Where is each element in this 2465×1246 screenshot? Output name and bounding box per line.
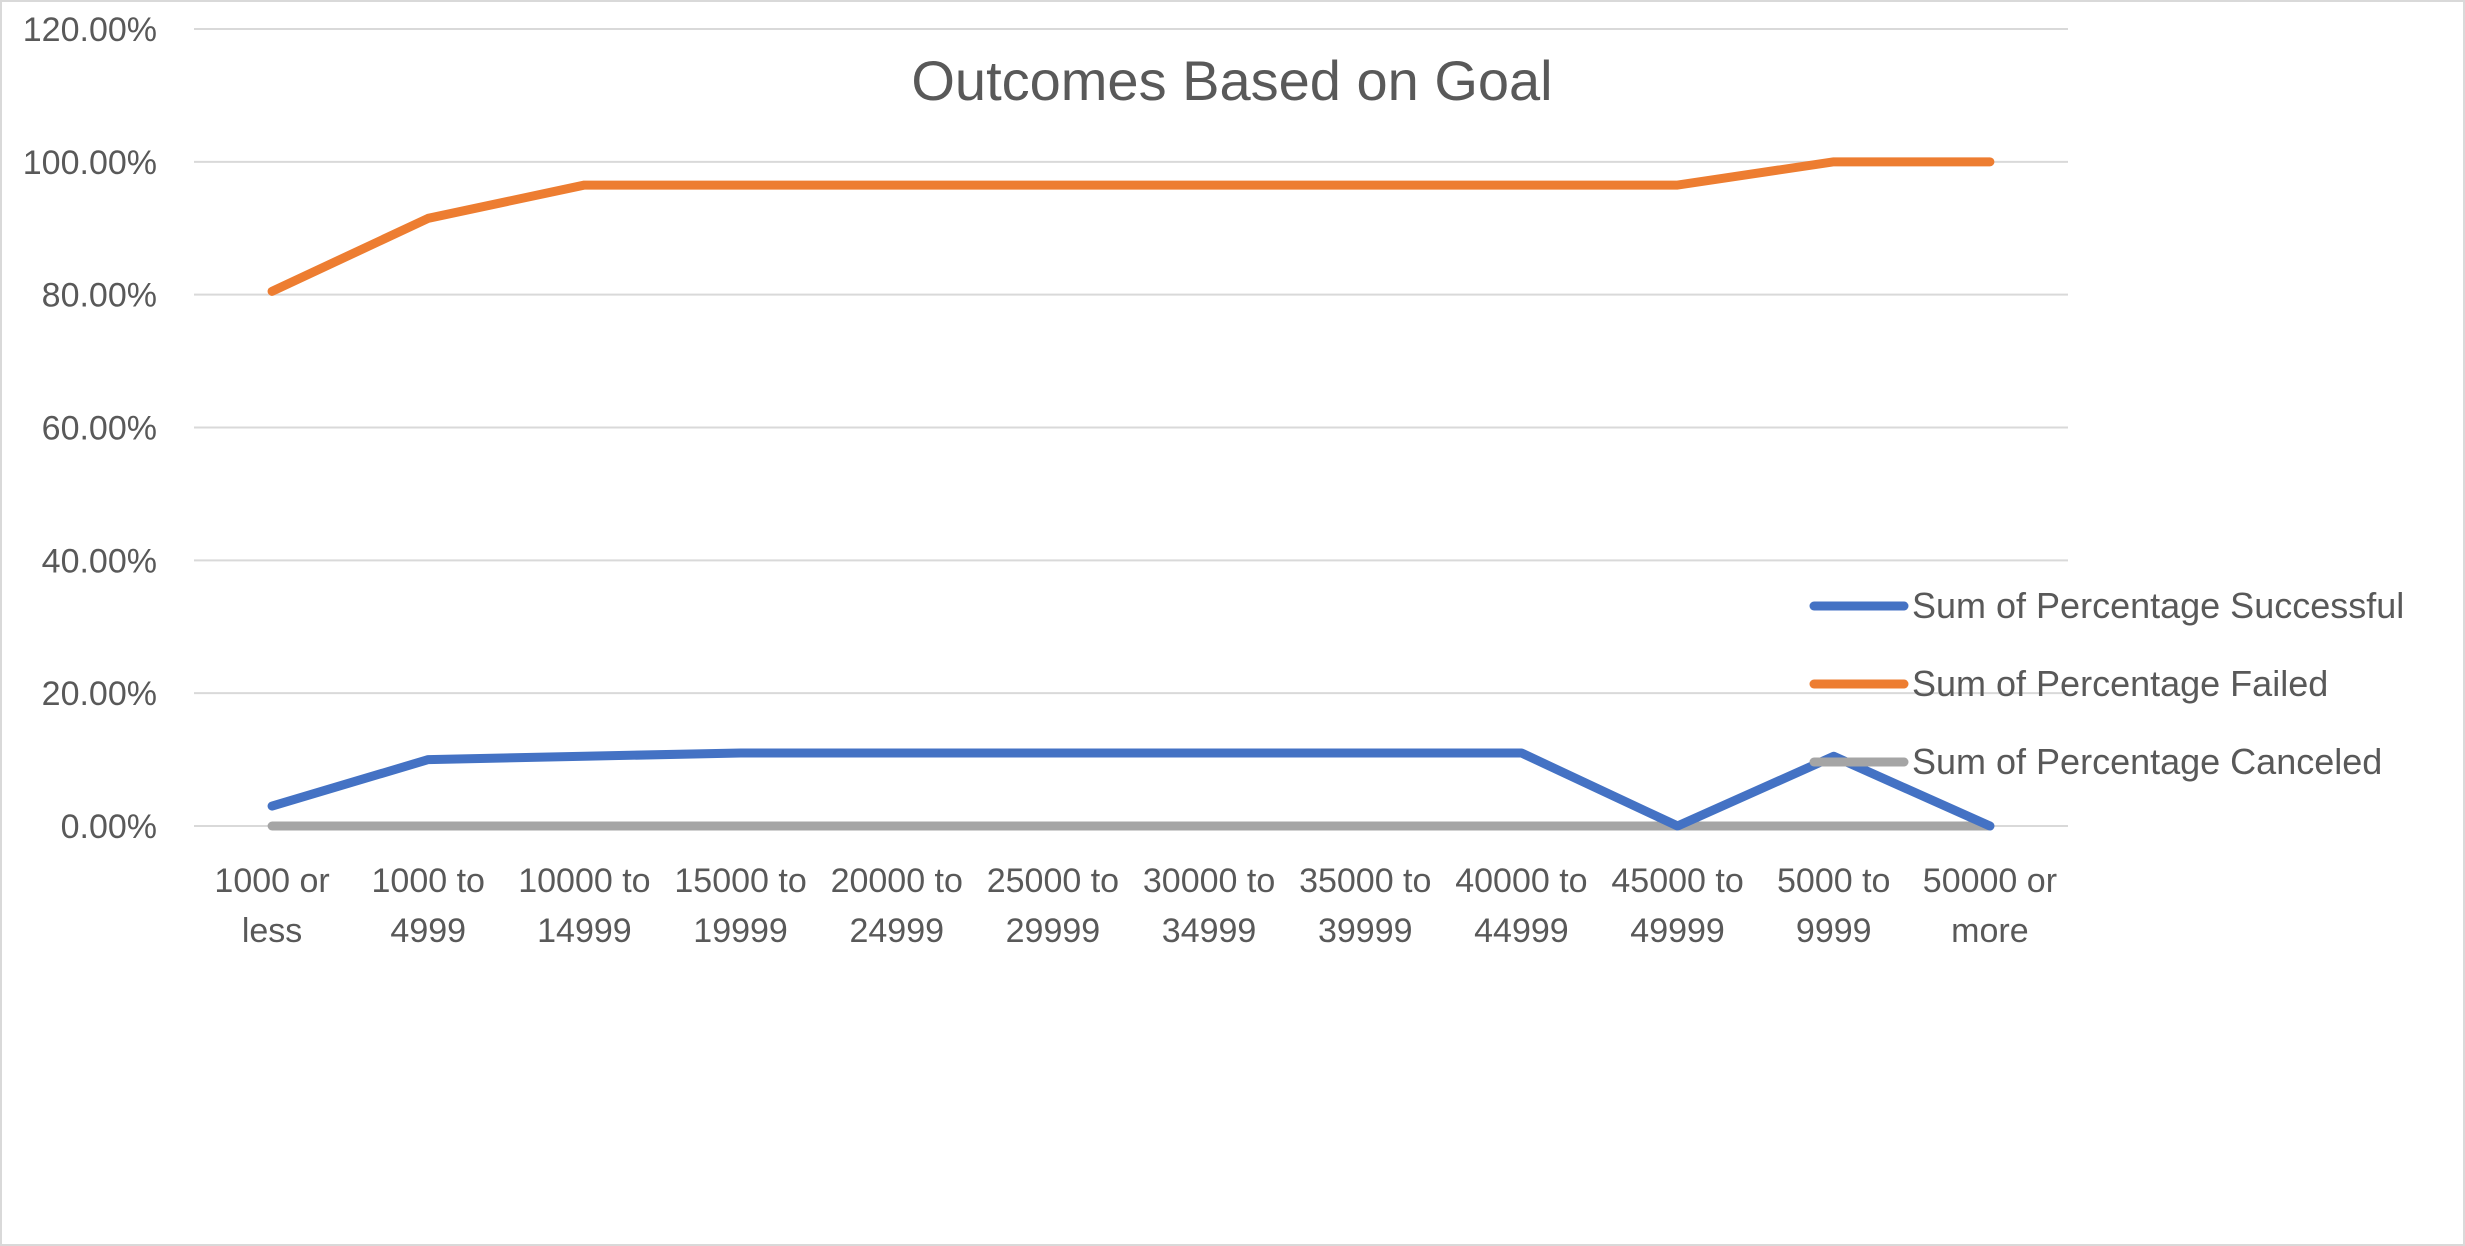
y-tick-label: 40.00% — [42, 542, 157, 580]
x-tick-label: 1000 or less — [214, 862, 329, 950]
x-tick-label: 1000 to 4999 — [372, 862, 485, 950]
legend-label: Sum of Percentage Failed — [1912, 663, 2328, 704]
x-tick-label: 5000 to 9999 — [1777, 862, 1890, 950]
x-tick-label: 30000 to 34999 — [1143, 862, 1275, 950]
y-tick-label: 0.00% — [61, 808, 157, 846]
y-tick-label: 60.00% — [42, 410, 157, 448]
y-tick-label: 100.00% — [23, 144, 157, 182]
y-tick-label: 20.00% — [42, 675, 157, 713]
legend-label: Sum of Percentage Successful — [1912, 585, 2404, 626]
x-tick-label: 45000 to 49999 — [1611, 862, 1743, 950]
x-tick-label: 20000 to 24999 — [831, 862, 963, 950]
x-tick-label: 10000 to 14999 — [518, 862, 650, 950]
legend-label: Sum of Percentage Canceled — [1912, 741, 2382, 782]
y-tick-label: 120.00% — [23, 11, 157, 49]
y-tick-label: 80.00% — [42, 277, 157, 315]
legend: Sum of Percentage Successful Sum of Perce… — [1809, 585, 2404, 782]
series-lines — [267, 157, 1995, 831]
x-axis-tick-labels: 1000 or less 1000 to 4999 10000 to 14999 15000… — [214, 862, 2057, 950]
x-tick-label: 50000 or more — [1923, 862, 2057, 950]
chart-title: Outcomes Based on Goal — [911, 49, 1552, 112]
series-line-sum-of-percentage-failed — [267, 157, 1995, 296]
y-axis-tick-labels: 0.00% 20.00% 40.00% 60.00% 80.00% 100.00% 120.… — [23, 11, 157, 846]
x-tick-label: 40000 to 44999 — [1455, 862, 1587, 950]
x-tick-label: 25000 to 29999 — [987, 862, 1119, 950]
x-tick-label: 15000 to 19999 — [674, 862, 806, 950]
series-line-sum-of-percentage-successful — [267, 748, 1995, 831]
gridlines — [194, 28, 2068, 827]
x-tick-label: 35000 to 39999 — [1299, 862, 1431, 950]
